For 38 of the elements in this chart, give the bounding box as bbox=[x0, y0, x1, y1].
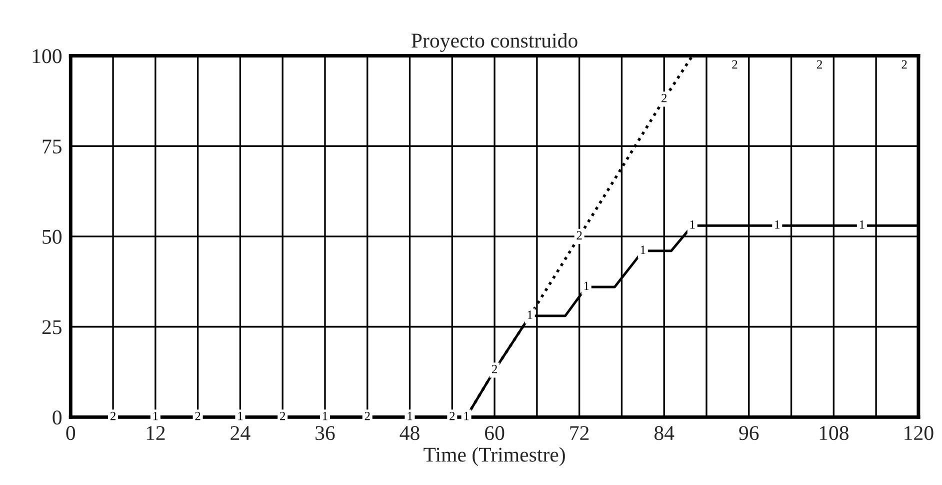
text: 1 bbox=[322, 412, 328, 420]
series-label: 1 bbox=[528, 310, 532, 319]
text: 1 bbox=[584, 282, 589, 290]
x-tick-label: 24 bbox=[230, 426, 250, 440]
text: 2 bbox=[902, 60, 907, 69]
text: 1 bbox=[640, 246, 646, 254]
text: 1 bbox=[775, 220, 780, 229]
text: 2 bbox=[110, 412, 116, 420]
text: 1 bbox=[153, 412, 158, 420]
text: 1 bbox=[408, 412, 412, 420]
text: 2 bbox=[732, 60, 738, 69]
x-tick-label: 0 bbox=[66, 426, 76, 440]
y-tick-label: 0 bbox=[52, 410, 62, 425]
y-tick-label: 100 bbox=[32, 49, 62, 64]
x-tick-label: 36 bbox=[316, 426, 335, 440]
y-tick-label: 25 bbox=[42, 320, 62, 334]
text: 2 bbox=[816, 60, 822, 69]
text: 2 bbox=[450, 412, 455, 420]
x-tick-label: 120 bbox=[904, 426, 934, 440]
chart-title: Proyecto construido bbox=[412, 32, 578, 52]
x-tick-label: 108 bbox=[820, 426, 848, 440]
x-tick-label: 72 bbox=[570, 426, 589, 440]
text: 2 bbox=[280, 412, 286, 420]
text: 1 bbox=[860, 220, 864, 229]
text: 1 bbox=[690, 220, 695, 229]
y-tick-label: 50 bbox=[42, 230, 62, 244]
x-tick-label: 12 bbox=[146, 426, 165, 440]
x-tick-label: 48 bbox=[400, 426, 420, 440]
text: 2 bbox=[364, 412, 370, 420]
y-tick-label: 75 bbox=[42, 140, 62, 154]
text: 1 bbox=[464, 412, 469, 420]
x-tick-label: 84 bbox=[654, 426, 674, 440]
x-tick-label: 96 bbox=[739, 426, 759, 440]
x-axis-title: Time (Trimestre) bbox=[424, 447, 565, 466]
x-tick-label: 60 bbox=[485, 426, 504, 440]
text: 2 bbox=[492, 364, 497, 374]
text: 2 bbox=[195, 412, 200, 420]
text: 1 bbox=[238, 412, 243, 420]
